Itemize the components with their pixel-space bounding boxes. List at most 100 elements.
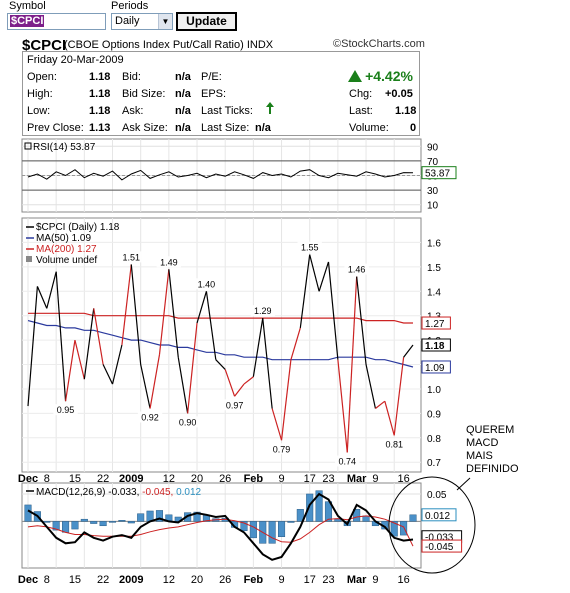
price-last-value: 1.18 xyxy=(425,341,445,352)
price-tick-label: 1.0 xyxy=(427,385,441,396)
x-axis-label: Mar xyxy=(347,473,367,485)
macd-signal-last-value-box xyxy=(421,539,463,553)
ask-label: Ask: xyxy=(122,105,144,117)
update-button[interactable]: Update xyxy=(176,12,237,31)
price-point-label: 0.74 xyxy=(339,456,357,466)
chg-value: +0.05 xyxy=(385,88,413,100)
low-label: Low: xyxy=(27,105,51,117)
high-label: High: xyxy=(27,88,53,100)
legend-ma50: MA(50) 1.09 xyxy=(36,233,91,244)
price-segment xyxy=(337,359,348,453)
x-axis-label: 9 xyxy=(278,574,284,586)
subtitle-exchange: INDX xyxy=(246,39,274,51)
price-tick-label: 0.7 xyxy=(427,458,441,469)
price-label-bg xyxy=(156,256,182,268)
ma50-last-value-box xyxy=(421,360,451,374)
x-axis-label: 20 xyxy=(191,574,203,586)
price-point-label: 1.29 xyxy=(254,306,272,316)
brand-logo: ©StockCharts.com xyxy=(333,38,425,50)
volume-label: Volume: xyxy=(349,122,389,134)
period-select[interactable]: Daily ▼ xyxy=(111,13,173,30)
price-segment xyxy=(140,364,151,409)
low-value: 1.18 xyxy=(89,105,111,117)
last-label: Last: xyxy=(349,105,373,117)
bid-size-label: Bid Size: xyxy=(122,88,166,100)
volume-value: 0 xyxy=(410,122,417,134)
price-tick-label: 0.9 xyxy=(427,409,441,420)
x-axis-label: 16 xyxy=(397,574,409,586)
bid-size-value: n/a xyxy=(175,88,191,100)
x-axis-label: 9 xyxy=(372,574,378,586)
price-segment xyxy=(168,269,179,358)
ma200-last-value-box xyxy=(421,316,451,330)
period-select-value: Daily xyxy=(115,15,140,27)
macd-histogram-bar xyxy=(249,521,257,539)
x-axis-label: 22 xyxy=(97,574,109,586)
last-size-label: Last Size: xyxy=(201,122,250,134)
rsi-last-value: 53.87 xyxy=(425,169,450,180)
price-tick-label: 1.6 xyxy=(427,238,441,249)
macd-last-value: -0.033 xyxy=(425,533,454,544)
price-label-bg xyxy=(222,399,247,411)
macd-line xyxy=(27,492,414,561)
macd-histogram-bar xyxy=(296,509,304,522)
price-segment xyxy=(196,291,207,324)
price-segment xyxy=(158,269,170,355)
macd-histogram-bar xyxy=(155,510,164,522)
macd-histogram-bar xyxy=(324,501,333,522)
macd-histogram-bar xyxy=(80,518,88,522)
ask-value: n/a xyxy=(175,105,191,117)
macd-histogram-bar xyxy=(137,513,145,522)
quote-panel: Friday 20-Mar-2009 Open: 1.18 Bid: n/a P… xyxy=(22,51,420,136)
macd-histogram-bar xyxy=(99,521,107,527)
price-segment xyxy=(64,340,76,402)
macd-histogram-bar xyxy=(306,493,314,522)
last-size-value: n/a xyxy=(255,122,271,134)
price-segment xyxy=(121,264,132,346)
chevron-down-icon[interactable]: ▼ xyxy=(158,14,172,29)
x-axis-label: 26 xyxy=(219,473,231,485)
x-axis-label: 23 xyxy=(322,574,334,586)
macd-tick-label: 0.05 xyxy=(427,490,447,501)
triangle-up-icon xyxy=(348,70,362,82)
symbol-input[interactable]: $CPCI xyxy=(7,13,106,30)
price-label-bg xyxy=(269,443,294,455)
x-axis-label: 26 xyxy=(219,574,231,586)
price-label-bg xyxy=(297,241,322,253)
price-segment xyxy=(280,359,292,441)
macd-histogram-bar xyxy=(287,521,295,523)
x-axis-label: Feb xyxy=(244,574,264,586)
legend-volume: Volume undef xyxy=(36,255,97,266)
prev-close-label: Prev Close: xyxy=(27,122,84,134)
price-label-bg xyxy=(194,278,219,290)
x-axis-price: Dec 8 15 22 2009 12 20 26 Feb 9 17 23 Mar 9 16 xyxy=(18,473,410,485)
price-segment xyxy=(102,364,114,385)
price-label-bg xyxy=(335,455,360,467)
rsi-legend-icon xyxy=(24,142,32,150)
price-segment xyxy=(27,286,38,407)
macd-histogram-bar xyxy=(43,521,51,523)
panel-frame xyxy=(21,482,422,569)
price-point-label: 0.79 xyxy=(273,444,291,454)
brand-name: StockCharts.com xyxy=(341,38,425,50)
x-axis-label: 12 xyxy=(163,574,175,586)
annotation-line: MAIS xyxy=(466,450,493,462)
macd-histogram-bar xyxy=(108,521,117,523)
legend-price: $CPCI (Daily) 1.18 xyxy=(36,222,120,233)
x-axis-label: 2009 xyxy=(119,473,143,485)
price-segment xyxy=(271,408,283,441)
x-axis-label: 8 xyxy=(44,473,50,485)
macd-signal-last-value: -0.045 xyxy=(425,542,454,553)
price-panel: 1.61.51.41.31.21.11.00.90.80.70.951.510.… xyxy=(21,217,451,473)
macd-histogram-bar xyxy=(90,521,98,524)
x-axis-label: 17 xyxy=(304,473,316,485)
page-title: $CPCI xyxy=(22,37,67,54)
price-point-label: 1.51 xyxy=(123,252,141,262)
macd-hist-last-value: 0.012 xyxy=(425,511,450,522)
price-segment xyxy=(243,376,254,385)
price-label-bg xyxy=(382,438,407,450)
macd-histogram-bar xyxy=(353,509,361,522)
symbol-label: Symbol xyxy=(9,0,46,12)
price-segment xyxy=(224,369,236,397)
price-segment xyxy=(393,357,405,436)
